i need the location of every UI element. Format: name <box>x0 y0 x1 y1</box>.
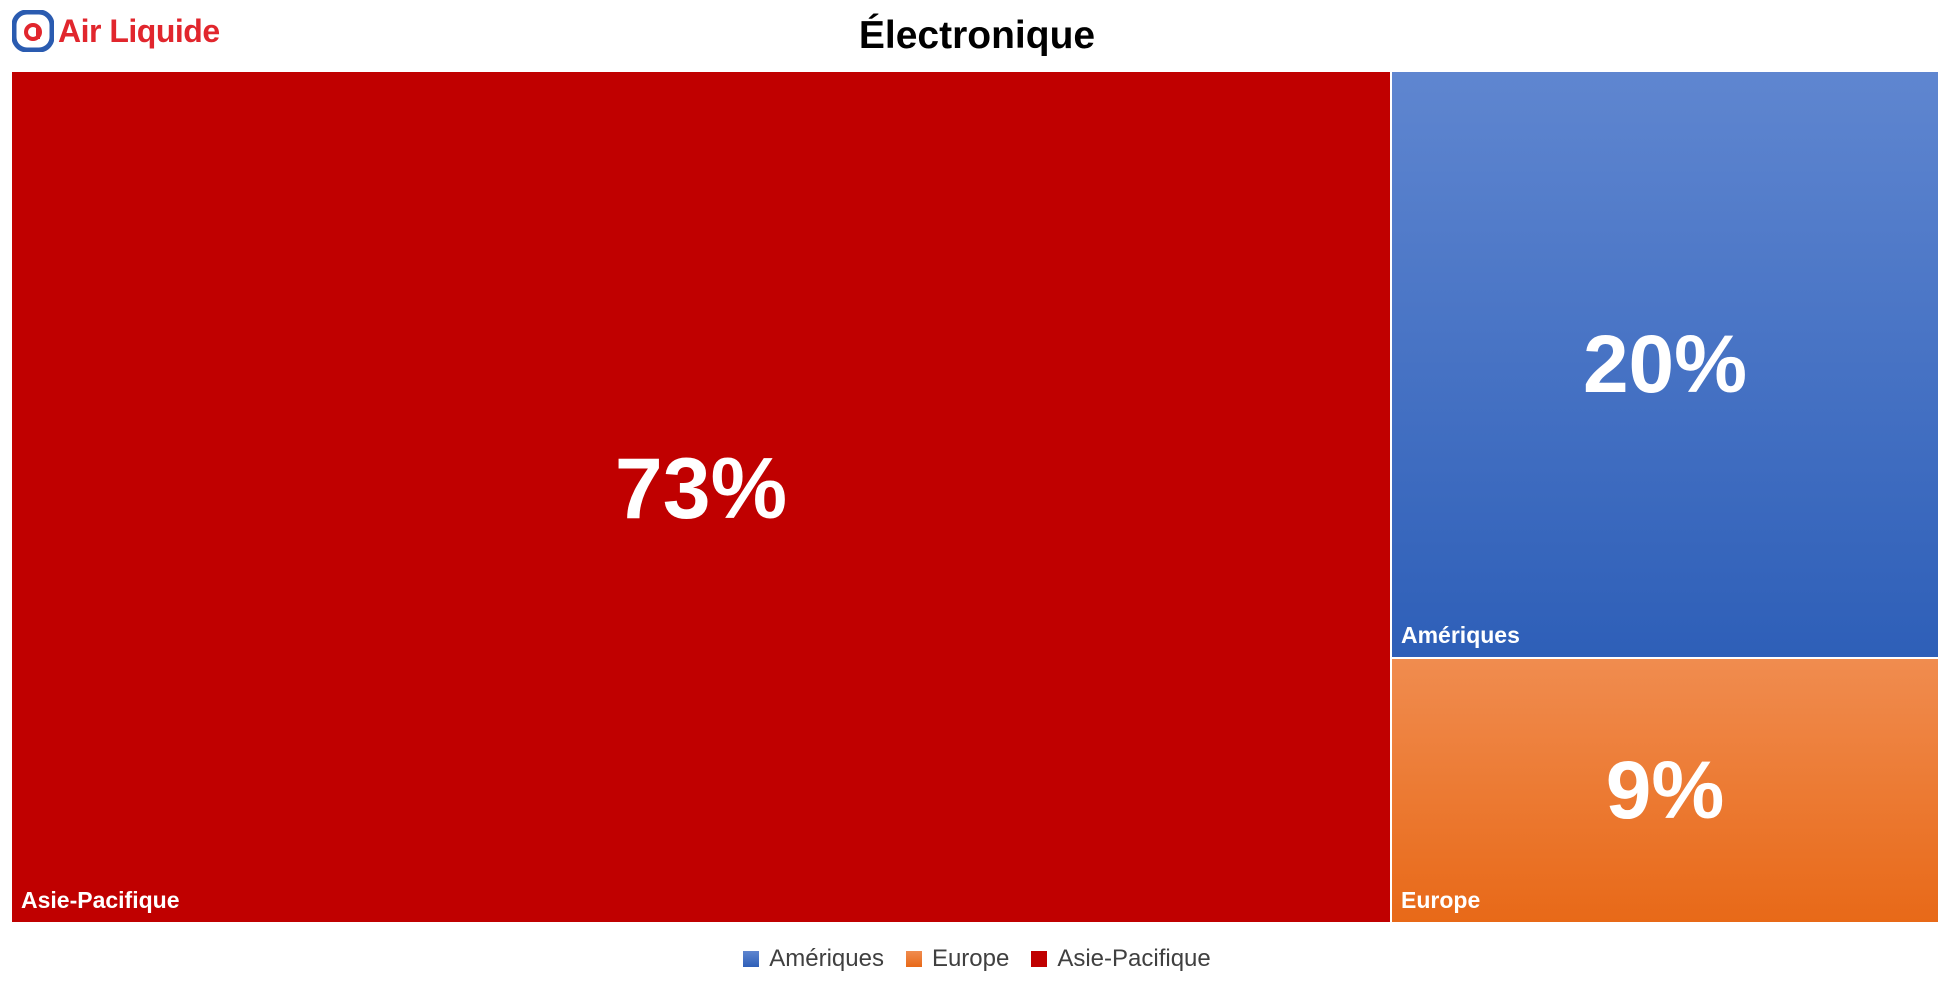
treemap-cell-ameriques <box>1392 72 1938 657</box>
treemap-cell-europe <box>1392 659 1938 922</box>
logo-text: Air Liquide <box>58 13 220 49</box>
chart-legend: Amériques Europe Asie-Pacifique <box>0 945 1954 973</box>
legend-label-asie-pacifique: Asie-Pacifique <box>1057 945 1211 972</box>
treemap-cell-asie-pacifique <box>12 72 1390 922</box>
category-label-asie-pacifique: Asie-Pacifique <box>21 887 180 913</box>
data-label-europe: 9% <box>1606 745 1725 836</box>
legend-swatch-europe <box>905 951 922 967</box>
legend-label-ameriques: Amériques <box>769 945 884 972</box>
treemap-chart: 73% Asie-Pacifique 20% Amériques 9% Europe <box>12 72 1938 922</box>
legend-swatch-ameriques <box>743 951 760 967</box>
legend-item-europe: Europe <box>905 945 1010 973</box>
data-label-ameriques: 20% <box>1583 319 1747 410</box>
legend-item-asie-pacifique: Asie-Pacifique <box>1031 945 1211 973</box>
legend-item-ameriques: Amériques <box>743 945 884 973</box>
legend-label-europe: Europe <box>931 945 1010 972</box>
data-label-asie-pacifique: 73% <box>615 441 787 537</box>
legend-swatch-asie-pacifique <box>1031 951 1048 967</box>
category-label-europe: Europe <box>1401 887 1480 913</box>
chart-title: Électronique <box>858 14 1096 57</box>
category-label-ameriques: Amériques <box>1401 622 1520 648</box>
company-logo: Air Liquide <box>12 10 220 52</box>
air-liquide-logo-icon <box>12 10 54 52</box>
